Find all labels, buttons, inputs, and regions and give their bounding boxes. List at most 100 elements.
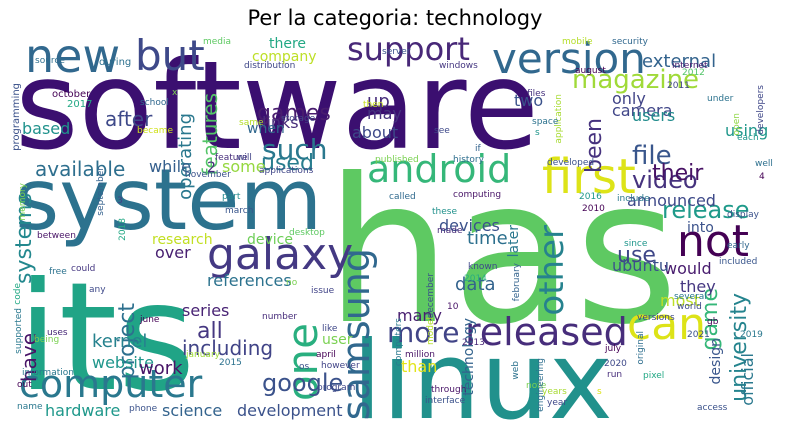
word-supported: supported	[14, 308, 24, 354]
word-if: if	[475, 144, 481, 154]
word-history: history	[453, 155, 484, 165]
word-used: used	[261, 151, 314, 176]
word-issue: issue	[311, 286, 335, 296]
word-computers: computers	[394, 318, 404, 367]
word-up: up	[367, 91, 390, 112]
word-based: based	[22, 119, 71, 138]
chart-title: Per la categoria: technology	[247, 6, 543, 30]
word-through: through	[431, 385, 467, 395]
word-users: users	[632, 106, 676, 125]
word-school: school	[140, 98, 169, 108]
word-server: server	[382, 47, 411, 57]
word-only: only	[612, 89, 646, 108]
word-display: display	[727, 210, 759, 220]
word-while: while	[149, 157, 191, 176]
word-between: between	[37, 231, 76, 241]
word-such: such	[262, 133, 328, 166]
word-october: october	[52, 89, 91, 100]
word-december: december	[426, 273, 436, 319]
word-same: same	[239, 118, 264, 128]
word-phone: phone	[129, 404, 158, 414]
word-media: media	[203, 37, 232, 47]
word-included: included	[719, 257, 758, 267]
word-out: out	[17, 380, 32, 390]
word-number: number	[262, 312, 298, 322]
word-not: not	[677, 216, 750, 267]
word-developers: developers	[756, 85, 766, 135]
word-device: device	[247, 232, 293, 248]
word-2017: 2017	[67, 99, 93, 110]
word-available: available	[35, 157, 126, 181]
word-will: will	[237, 153, 252, 163]
word-windows: windows	[439, 61, 478, 71]
word-many: many	[397, 306, 442, 325]
word-became: became	[137, 126, 174, 136]
word-include: include	[617, 194, 650, 204]
word-interface: interface	[425, 396, 466, 406]
word-applications: applications	[259, 166, 314, 176]
word-can: can	[627, 299, 707, 350]
word-distribution: distribution	[244, 61, 296, 71]
word-see: see	[434, 126, 450, 136]
word-gb: gb	[707, 317, 719, 327]
word-part: part	[222, 192, 241, 202]
word-3: 3	[117, 196, 123, 206]
word-may: may	[367, 104, 402, 123]
word-name: name	[17, 402, 43, 412]
word-year: year	[547, 398, 568, 408]
word-space: space	[532, 117, 559, 127]
word-made: made	[437, 226, 463, 236]
word-new: new	[25, 33, 121, 83]
word-however: however	[321, 361, 360, 371]
word-august: august	[575, 66, 606, 76]
word-engineering: engineering	[536, 358, 546, 412]
word-about: about	[352, 123, 399, 142]
word-has: has	[325, 136, 679, 369]
word-desktop: desktop	[289, 228, 325, 238]
word-but: but	[135, 33, 205, 80]
word-information: information	[22, 368, 74, 378]
word-using: using	[725, 121, 769, 140]
word-external: external	[642, 51, 717, 72]
word-some: some	[222, 157, 266, 176]
word-system: system	[15, 151, 323, 250]
word-original: original	[636, 331, 646, 365]
word-links: links	[262, 113, 299, 132]
word-computing: computing	[453, 190, 502, 200]
word-there: there	[269, 36, 307, 52]
word-2021: 2021	[687, 330, 710, 340]
word-two: two	[514, 91, 544, 110]
word-web: web	[511, 361, 521, 380]
word-2014: 2014	[464, 274, 487, 284]
word-early: early	[727, 241, 750, 251]
word-later: later	[506, 225, 522, 258]
word-file: file	[632, 141, 672, 171]
word-2010: 2010	[582, 204, 605, 214]
word-os: os	[299, 362, 310, 372]
word-published: published	[375, 155, 419, 165]
word-like: like	[322, 324, 338, 334]
word-files: files	[527, 89, 546, 99]
word-hardware: hardware	[45, 401, 121, 420]
word-into: into	[687, 220, 714, 236]
word-september: september	[96, 167, 106, 216]
word-feature: feature	[215, 153, 248, 163]
word-since: since	[624, 239, 648, 249]
word-camera: camera	[612, 101, 673, 120]
word-then: then	[363, 100, 384, 110]
word-series: series	[182, 301, 230, 320]
word-june: june	[140, 315, 160, 325]
word-access: access	[697, 403, 728, 413]
word-any: any	[89, 285, 106, 295]
word-november: november	[185, 170, 231, 180]
word-under: under	[707, 94, 734, 104]
word-storage: storage	[281, 114, 316, 124]
word-versions: versions	[637, 313, 675, 323]
word-2012: 2012	[682, 68, 705, 78]
word-release: release	[662, 196, 750, 224]
word-data: data	[455, 274, 496, 295]
word-devices: devices	[439, 216, 500, 235]
word-over: over	[155, 243, 191, 262]
word-internet: internet	[672, 61, 708, 71]
word-they: they	[680, 277, 716, 296]
